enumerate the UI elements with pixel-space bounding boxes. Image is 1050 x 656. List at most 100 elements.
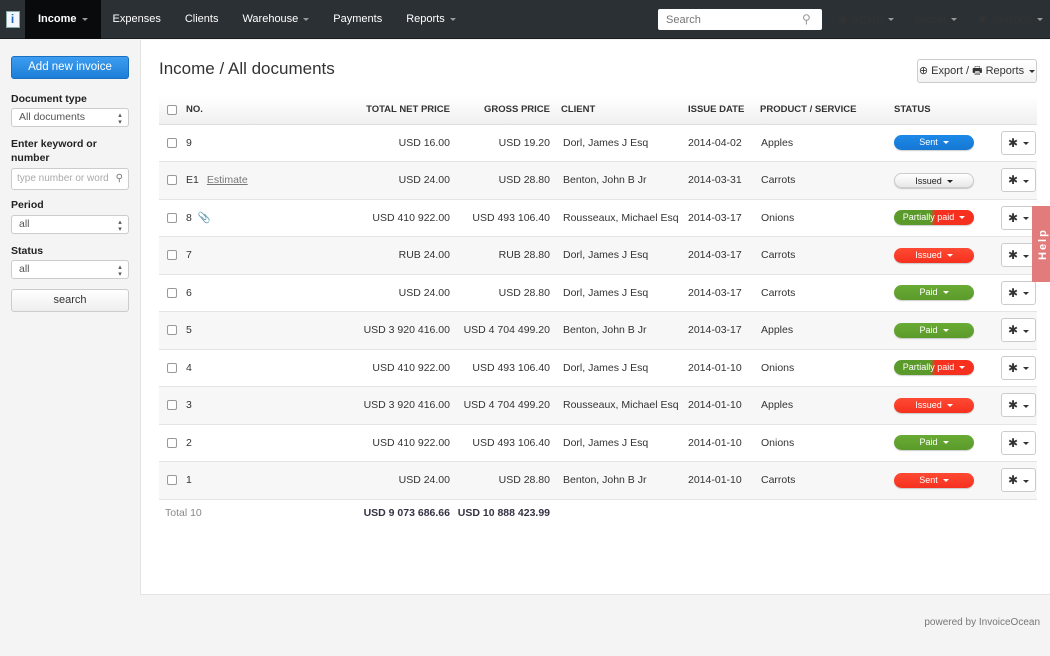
row-actions-button[interactable]: ✱ — [1001, 205, 1036, 230]
client[interactable]: Benton, John B Jr — [551, 461, 687, 500]
col-product[interactable]: PRODUCT / SERVICE — [759, 96, 893, 125]
add-new-invoice-button[interactable]: Add new invoice — [11, 56, 129, 79]
row-actions-button[interactable]: ✱ — [1001, 168, 1036, 193]
gross-price: USD 493 106.40 — [451, 349, 551, 387]
col-net[interactable]: TOTAL NET PRICE — [305, 96, 451, 125]
document-number[interactable]: 6 — [186, 286, 192, 299]
nav-payments[interactable]: Payments — [333, 13, 383, 25]
keyword-input[interactable]: type number or word ⚲ — [11, 168, 129, 190]
table-row[interactable]: 9 USD 16.00 USD 19.20 Dorl, James J Esq … — [159, 124, 1037, 162]
row-checkbox[interactable] — [167, 175, 177, 186]
client[interactable]: Rousseaux, Michael Esq — [551, 199, 687, 237]
row-actions-button[interactable]: ✱ — [1001, 243, 1036, 268]
status-dropdown[interactable]: Paid — [894, 322, 974, 338]
table-row[interactable]: 2 USD 410 922.00 USD 493 106.40 Dorl, Ja… — [159, 424, 1037, 462]
document-number[interactable]: 4 — [186, 361, 192, 374]
status-dropdown[interactable]: Issued — [894, 172, 974, 188]
net-price: USD 16.00 — [305, 124, 451, 162]
issue-date: 2014-03-17 — [687, 236, 759, 275]
table-row[interactable]: 7 RUB 24.00 RUB 28.80 Dorl, James J Esq … — [159, 236, 1037, 275]
export-reports-button[interactable]: ⊕ Export / 🖶 Reports — [917, 59, 1037, 83]
table-row[interactable]: E1 Estimate USD 24.00 USD 28.80 Benton, J… — [159, 161, 1037, 200]
document-type-label: Document type — [11, 93, 87, 105]
row-checkbox[interactable] — [167, 400, 177, 411]
status-dropdown[interactable]: Paid — [894, 435, 974, 451]
status-dropdown[interactable]: Issued — [894, 247, 974, 263]
col-date[interactable]: ISSUE DATE — [687, 96, 759, 125]
col-gross[interactable]: GROSS PRICE — [451, 96, 551, 125]
status-dropdown[interactable]: Issued — [894, 397, 974, 413]
document-number[interactable]: 3 — [186, 399, 192, 412]
row-actions-button[interactable]: ✱ — [1001, 318, 1036, 343]
client[interactable]: Dorl, James J Esq — [551, 349, 687, 387]
user-menu[interactable]: michal — [914, 0, 957, 39]
client[interactable]: Benton, John B Jr — [551, 161, 687, 200]
document-number[interactable]: 1 — [186, 474, 192, 487]
row-actions-button[interactable]: ✱ — [1001, 468, 1036, 493]
select-all-checkbox[interactable] — [167, 104, 177, 115]
estimate-link[interactable]: Estimate — [206, 174, 248, 187]
settings-menu[interactable]: ✱ Settings — [978, 0, 1043, 39]
search-input[interactable] — [658, 9, 822, 30]
help-tab[interactable]: Help — [1032, 206, 1050, 282]
product: Carrots — [759, 274, 893, 312]
status-dropdown[interactable]: Sent — [894, 472, 974, 488]
table-row[interactable]: 5 USD 3 920 416.00 USD 4 704 499.20 Bent… — [159, 311, 1037, 350]
row-actions-button[interactable]: ✱ — [1001, 430, 1036, 455]
table-row[interactable]: 6 USD 24.00 USD 28.80 Dorl, James J Esq … — [159, 274, 1037, 312]
nav-income[interactable]: Income — [25, 0, 101, 39]
row-checkbox[interactable] — [167, 287, 177, 298]
document-number[interactable]: E1 — [186, 174, 199, 187]
row-checkbox[interactable] — [167, 437, 177, 448]
net-price: USD 410 922.00 — [305, 349, 451, 387]
status-dropdown[interactable]: Paid — [894, 285, 974, 301]
row-checkbox[interactable] — [167, 250, 177, 261]
document-number[interactable]: 5 — [186, 324, 192, 337]
search-button[interactable]: search — [11, 289, 129, 312]
row-checkbox[interactable] — [167, 137, 177, 148]
app-logo[interactable]: i — [0, 0, 25, 39]
document-number[interactable]: 9 — [186, 136, 192, 149]
status-dropdown[interactable]: Partially paid — [894, 210, 974, 226]
client[interactable]: Dorl, James J Esq — [551, 236, 687, 275]
col-no[interactable]: NO. — [185, 96, 305, 125]
client[interactable]: Dorl, James J Esq — [551, 424, 687, 462]
document-number[interactable]: 8 — [186, 212, 192, 225]
client[interactable]: Dorl, James J Esq — [551, 274, 687, 312]
client[interactable]: Rousseaux, Michael Esq — [551, 386, 687, 425]
nav-reports[interactable]: Reports — [394, 0, 468, 39]
row-checkbox[interactable] — [167, 475, 177, 486]
col-status[interactable]: STATUS — [893, 96, 987, 125]
document-type-select[interactable]: All documents — [11, 108, 129, 127]
status-dropdown[interactable]: Sent — [894, 135, 974, 151]
table-row[interactable]: 3 USD 3 920 416.00 USD 4 704 499.20 Rous… — [159, 386, 1037, 425]
search-icon[interactable]: ⚲ — [802, 12, 811, 26]
product: Carrots — [759, 161, 893, 200]
row-actions-button[interactable]: ✱ — [1001, 130, 1036, 155]
table-row[interactable]: 8 📎 USD 410 922.00 USD 493 106.40 Roussea… — [159, 199, 1037, 237]
gross-price: USD 4 704 499.20 — [451, 311, 551, 350]
company-menu[interactable]: ◉ ACME — [838, 0, 895, 39]
row-actions-button[interactable]: ✱ — [1001, 280, 1036, 305]
col-client[interactable]: CLIENT — [551, 96, 687, 125]
status-select[interactable]: all — [11, 260, 129, 279]
client[interactable]: Benton, John B Jr — [551, 311, 687, 350]
nav-clients[interactable]: Clients — [184, 13, 219, 25]
table-row[interactable]: 1 USD 24.00 USD 28.80 Benton, John B Jr … — [159, 461, 1037, 500]
issue-date: 2014-04-02 — [687, 124, 759, 162]
row-checkbox[interactable] — [167, 325, 177, 336]
total-count: Total 10 — [165, 507, 202, 520]
nav-warehouse[interactable]: Warehouse — [230, 0, 321, 39]
document-number[interactable]: 2 — [186, 436, 192, 449]
period-select[interactable]: all — [11, 215, 129, 234]
row-actions-button[interactable]: ✱ — [1001, 393, 1036, 418]
row-checkbox[interactable] — [167, 362, 177, 373]
row-actions-button[interactable]: ✱ — [1001, 355, 1036, 380]
client[interactable]: Dorl, James J Esq — [551, 124, 687, 162]
document-number[interactable]: 7 — [186, 249, 192, 262]
footer-powered-by[interactable]: powered by InvoiceOcean — [924, 617, 1040, 628]
row-checkbox[interactable] — [167, 212, 177, 223]
table-row[interactable]: 4 USD 410 922.00 USD 493 106.40 Dorl, Ja… — [159, 349, 1037, 387]
nav-expenses[interactable]: Expenses — [112, 13, 161, 25]
status-dropdown[interactable]: Partially paid — [894, 360, 974, 376]
